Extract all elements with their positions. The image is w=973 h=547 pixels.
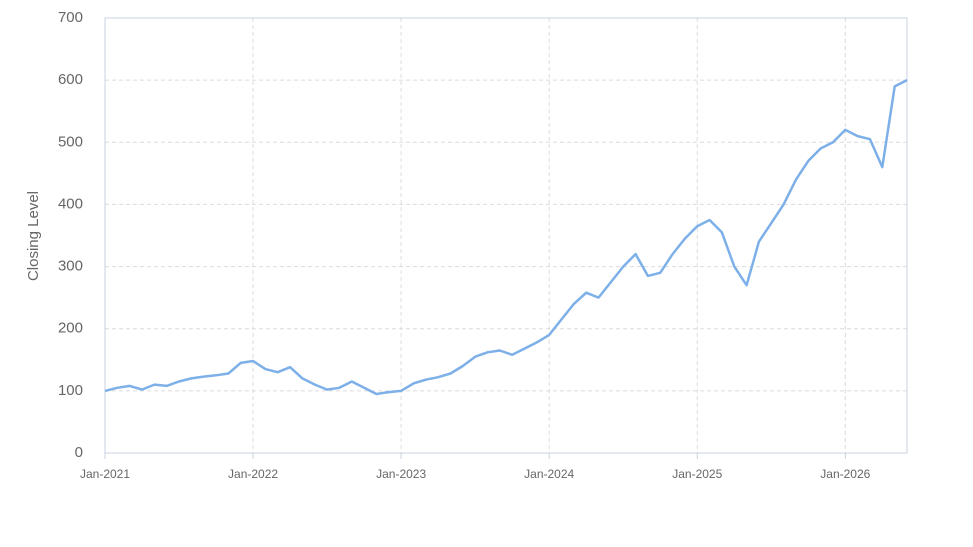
- x-tick-label: Jan-2022: [228, 467, 278, 481]
- y-tick-label: 500: [58, 133, 83, 150]
- y-tick-label: 600: [58, 71, 83, 88]
- y-axis-label: Closing Level: [25, 191, 42, 281]
- x-tick-label: Jan-2025: [672, 467, 722, 481]
- y-tick-label: 700: [58, 9, 83, 26]
- x-tick-label: Jan-2023: [376, 467, 426, 481]
- x-tick-label: Jan-2026: [820, 467, 870, 481]
- y-tick-label: 0: [75, 444, 83, 461]
- plot-frame: [104, 17, 908, 454]
- y-tick-label: 400: [58, 195, 83, 212]
- y-tick-label: 200: [58, 320, 83, 337]
- x-tick-label: Jan-2024: [524, 467, 574, 481]
- y-tick-label: 100: [58, 382, 83, 399]
- x-tick-label: Jan-2021: [80, 467, 130, 481]
- y-tick-label: 300: [58, 258, 83, 275]
- data-line: [104, 78, 908, 396]
